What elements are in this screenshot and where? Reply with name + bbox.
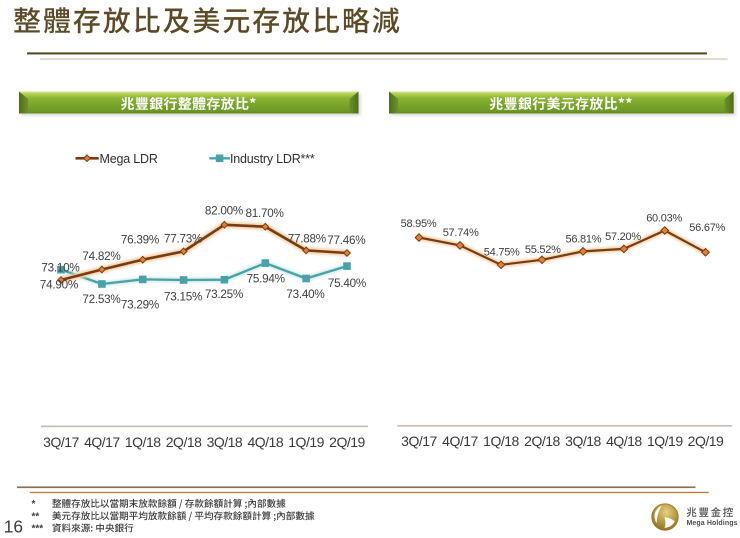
svg-text:57.20%: 57.20% — [605, 231, 641, 243]
svg-text:73.10%: 73.10% — [41, 262, 79, 275]
svg-text:3Q/17: 3Q/17 — [401, 433, 437, 449]
svg-text:77.73%: 77.73% — [164, 232, 202, 245]
svg-text:1Q/19: 1Q/19 — [288, 434, 324, 450]
svg-text:2Q/18: 2Q/18 — [166, 434, 202, 450]
svg-text:Industry LDR***: Industry LDR*** — [230, 152, 315, 166]
svg-text:72.53%: 72.53% — [82, 293, 120, 306]
svg-text:16: 16 — [4, 516, 23, 536]
svg-text:74.82%: 74.82% — [82, 250, 120, 263]
svg-text:4Q/17: 4Q/17 — [442, 433, 478, 449]
svg-text:1Q/18: 1Q/18 — [483, 433, 519, 449]
svg-text:56.81%: 56.81% — [565, 233, 601, 245]
svg-text:55.52%: 55.52% — [525, 244, 561, 256]
svg-text:4Q/18: 4Q/18 — [606, 433, 642, 449]
svg-text:82.00%: 82.00% — [205, 205, 243, 218]
svg-text:*: * — [32, 499, 36, 510]
svg-text:3Q/17: 3Q/17 — [43, 434, 79, 450]
svg-text:**: ** — [32, 511, 40, 522]
svg-text:75.94%: 75.94% — [247, 272, 285, 285]
svg-text:74.90%: 74.90% — [40, 278, 78, 291]
svg-text:2Q/18: 2Q/18 — [524, 433, 560, 449]
svg-text:60.03%: 60.03% — [646, 213, 682, 225]
svg-text:2Q/19: 2Q/19 — [688, 433, 724, 449]
svg-text:2Q/19: 2Q/19 — [329, 434, 365, 450]
svg-text:77.46%: 77.46% — [327, 234, 365, 247]
svg-text:75.40%: 75.40% — [328, 277, 366, 290]
svg-text:56.67%: 56.67% — [689, 222, 725, 234]
svg-text:3Q/18: 3Q/18 — [565, 433, 601, 449]
svg-text:Mega LDR: Mega LDR — [100, 152, 158, 166]
svg-text:4Q/17: 4Q/17 — [84, 434, 120, 450]
svg-text:73.40%: 73.40% — [286, 288, 324, 301]
svg-text:***: *** — [32, 524, 44, 535]
svg-text:54.75%: 54.75% — [484, 246, 520, 258]
svg-text:76.39%: 76.39% — [121, 234, 159, 247]
svg-text:Mega Holdings: Mega Holdings — [687, 520, 738, 527]
svg-text:73.15%: 73.15% — [164, 290, 202, 303]
svg-text:57.74%: 57.74% — [443, 227, 479, 239]
svg-text:73.29%: 73.29% — [121, 298, 159, 311]
svg-text:73.25%: 73.25% — [205, 288, 243, 301]
svg-text:3Q/18: 3Q/18 — [207, 434, 243, 450]
svg-text:77.88%: 77.88% — [288, 233, 326, 246]
svg-text:81.70%: 81.70% — [246, 207, 284, 220]
svg-text:58.95%: 58.95% — [401, 218, 437, 230]
svg-text:1Q/18: 1Q/18 — [125, 434, 161, 450]
svg-text:1Q/19: 1Q/19 — [647, 433, 683, 449]
svg-text:4Q/18: 4Q/18 — [247, 434, 283, 450]
